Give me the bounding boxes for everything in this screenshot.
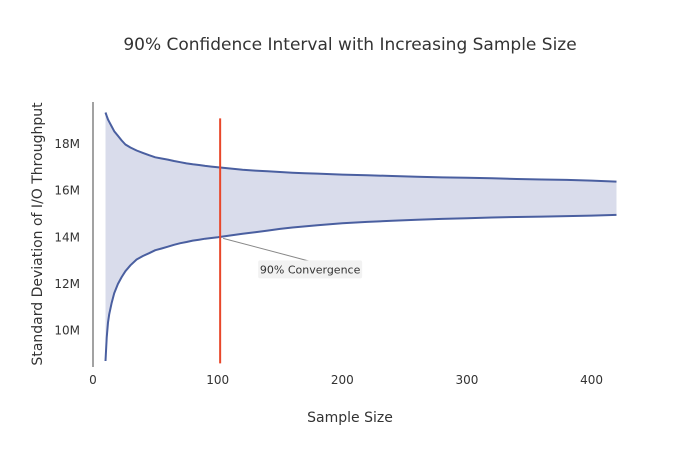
annotation: 90% Convergence <box>223 237 363 279</box>
y-axis-title: Standard Deviation of I/O Throughput <box>30 102 46 366</box>
lower-bound-line <box>104 213 617 362</box>
y-tick-label: 14M <box>54 230 80 244</box>
y-tick-labels: 10M 12M 14M 16M 18M <box>54 137 80 338</box>
x-tick-label: 300 <box>456 373 479 387</box>
y-tick-label: 16M <box>54 184 80 198</box>
chart-title: 90% Confidence Interval with Increasing … <box>123 35 576 55</box>
confidence-band <box>105 112 617 361</box>
x-tick-label: 100 <box>206 373 229 387</box>
annotation-arrow <box>223 237 311 262</box>
x-tick-labels: 0 100 200 300 400 <box>89 373 603 387</box>
x-tick-label: 200 <box>331 373 354 387</box>
x-tick-label: 400 <box>580 373 603 387</box>
upper-bound-line <box>104 112 617 183</box>
annotation-box <box>258 260 363 279</box>
x-tick-label: 0 <box>89 373 97 387</box>
y-tick-label: 18M <box>54 137 80 151</box>
annotation-label: 90% Convergence <box>260 263 361 276</box>
y-tick-label: 10M <box>54 324 80 338</box>
plot-area <box>104 112 617 364</box>
x-axis-title: Sample Size <box>307 410 393 426</box>
y-tick-label: 12M <box>54 277 80 291</box>
